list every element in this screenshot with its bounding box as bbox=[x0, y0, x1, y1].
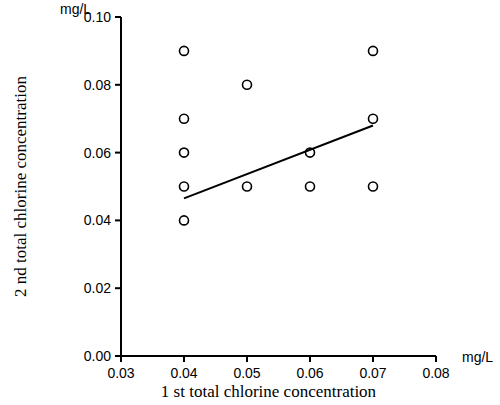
point bbox=[306, 182, 315, 191]
x-tick bbox=[309, 356, 311, 362]
chart: 0.000.020.040.060.080.100.030.040.050.06… bbox=[0, 0, 500, 405]
x-tick-label: 0.04 bbox=[170, 365, 197, 381]
x-unit: mg/L bbox=[462, 349, 493, 365]
point bbox=[180, 46, 189, 55]
point bbox=[180, 148, 189, 157]
y-tick-label: 0.08 bbox=[84, 77, 111, 93]
x-axis-label: 1 st total chlorine concentration bbox=[161, 382, 377, 401]
x-tick-label: 0.05 bbox=[233, 365, 260, 381]
x-tick bbox=[183, 356, 185, 362]
point bbox=[369, 182, 378, 191]
x-tick-label: 0.07 bbox=[359, 365, 386, 381]
y-tick bbox=[115, 287, 121, 289]
plot-area bbox=[180, 46, 378, 225]
point bbox=[243, 182, 252, 191]
x-tick-label: 0.06 bbox=[296, 365, 323, 381]
point bbox=[369, 46, 378, 55]
x-tick bbox=[246, 356, 248, 362]
point bbox=[180, 182, 189, 191]
y-tick-label: 0.02 bbox=[84, 280, 111, 296]
point bbox=[243, 80, 252, 89]
y-tick bbox=[115, 84, 121, 86]
y-axis bbox=[120, 17, 122, 356]
y-tick-label: 0.00 bbox=[84, 348, 111, 364]
x-tick-label: 0.08 bbox=[422, 365, 449, 381]
y-axis-label: 2 nd total chlorine concentration bbox=[11, 76, 30, 297]
trend-line bbox=[184, 125, 373, 198]
x-axis bbox=[121, 355, 436, 357]
y-tick-label: 0.06 bbox=[84, 145, 111, 161]
x-tick-label: 0.03 bbox=[107, 365, 134, 381]
point bbox=[180, 114, 189, 123]
point bbox=[369, 114, 378, 123]
point bbox=[180, 216, 189, 225]
y-tick-label: 0.04 bbox=[84, 212, 111, 228]
y-unit: mg/L bbox=[60, 1, 91, 17]
x-tick bbox=[435, 356, 437, 362]
x-tick bbox=[372, 356, 374, 362]
y-tick bbox=[115, 16, 121, 18]
y-tick bbox=[115, 152, 121, 154]
x-tick bbox=[120, 356, 122, 362]
y-tick bbox=[115, 219, 121, 221]
